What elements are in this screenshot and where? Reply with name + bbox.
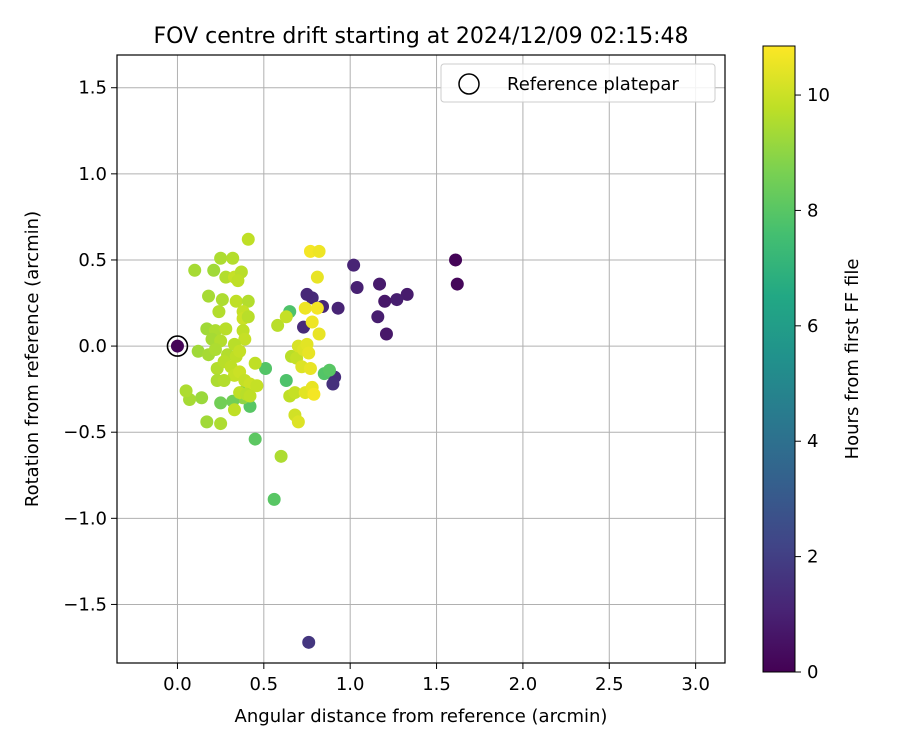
data-point: [214, 417, 228, 431]
y-tick-label: −1.5: [63, 594, 107, 615]
data-point: [302, 346, 316, 360]
data-point: [312, 327, 326, 341]
legend-reference-marker: [458, 73, 480, 95]
data-point: [390, 293, 404, 307]
plot-frame: [116, 54, 726, 664]
data-point: [238, 332, 252, 346]
data-point: [331, 301, 345, 315]
colorbar-tick-label: 0: [807, 662, 818, 683]
data-points: [170, 232, 464, 649]
data-point: [248, 432, 262, 446]
data-point: [202, 289, 216, 303]
data-point: [195, 391, 209, 405]
data-point: [227, 403, 241, 417]
data-point: [267, 492, 281, 506]
data-point: [243, 389, 257, 403]
data-point: [231, 274, 245, 288]
data-point: [371, 310, 385, 324]
x-tick-label: 1.5: [422, 674, 451, 695]
data-point: [312, 244, 326, 258]
legend-box: [440, 63, 716, 103]
y-tick-label: 1.0: [78, 164, 107, 185]
data-point: [208, 343, 222, 357]
data-point: [214, 396, 228, 410]
y-tick-label: −1.0: [63, 508, 107, 529]
chart-title: FOV centre drift starting at 2024/12/09 …: [154, 24, 689, 49]
data-point: [305, 315, 319, 329]
data-point: [250, 379, 264, 393]
colorbar: 0 2 4 6 8 10 Hours from first FF file: [762, 45, 863, 683]
data-point: [241, 232, 255, 246]
y-tick-label: 0.0: [78, 336, 107, 357]
data-point: [233, 344, 247, 358]
colorbar-gradient: [762, 45, 796, 673]
colorbar-tick-label: 4: [807, 431, 818, 452]
data-point: [188, 263, 202, 277]
y-axis-ticks: −1.5 −1.0 −0.5 0.0 0.5 1.0 1.5: [63, 78, 117, 615]
data-point: [241, 310, 255, 324]
data-point: [310, 270, 324, 284]
data-point: [291, 415, 305, 429]
data-point: [191, 344, 205, 358]
data-point: [400, 287, 414, 301]
data-point: [303, 361, 317, 375]
data-point: [298, 301, 312, 315]
y-tick-label: 0.5: [78, 250, 107, 271]
x-axis-label: Angular distance from reference (arcmin): [235, 706, 608, 727]
x-tick-label: 0.0: [163, 674, 192, 695]
reference-marker: [166, 335, 189, 357]
data-point: [226, 251, 240, 265]
colorbar-tick-label: 10: [807, 85, 830, 106]
x-tick-label: 3.0: [681, 674, 710, 695]
data-point: [450, 277, 464, 291]
data-point: [248, 356, 262, 370]
data-point: [378, 294, 392, 308]
data-point: [322, 363, 336, 377]
data-point: [170, 339, 184, 353]
data-point: [310, 301, 324, 315]
data-point: [350, 281, 364, 295]
y-axis-label: Rotation from reference (arcmin): [22, 211, 43, 507]
data-point: [347, 258, 361, 272]
x-axis-ticks: 0.0 0.5 1.0 1.5 2.0 2.5 3.0: [163, 663, 710, 695]
colorbar-tick-label: 2: [807, 547, 818, 568]
data-point: [379, 327, 393, 341]
data-point: [259, 361, 273, 375]
data-point: [207, 263, 221, 277]
data-point: [217, 374, 231, 388]
x-tick-label: 1.0: [336, 674, 365, 695]
y-tick-label: −0.5: [63, 422, 107, 443]
data-point: [279, 310, 293, 324]
colorbar-ticks: 0 2 4 6 8 10: [795, 85, 830, 683]
colorbar-tick-label: 8: [807, 200, 818, 221]
data-point: [179, 384, 193, 398]
data-point: [271, 318, 285, 332]
colorbar-tick-label: 6: [807, 316, 818, 337]
x-tick-label: 2.5: [595, 674, 624, 695]
data-point: [373, 277, 387, 291]
reference-platepar-marker: [166, 335, 189, 357]
data-point: [449, 253, 463, 267]
legend: Reference platepar: [440, 63, 716, 103]
data-point: [212, 305, 226, 319]
data-point: [219, 322, 233, 336]
x-tick-label: 2.0: [509, 674, 538, 695]
data-point: [307, 387, 321, 401]
data-point: [200, 415, 214, 429]
data-point: [214, 251, 228, 265]
x-tick-label: 0.5: [249, 674, 278, 695]
legend-label: Reference platepar: [507, 74, 679, 95]
data-point: [288, 386, 302, 400]
data-point: [326, 377, 340, 391]
data-point: [302, 635, 316, 649]
colorbar-label: Hours from first FF file: [842, 259, 863, 460]
data-point: [300, 287, 314, 301]
y-tick-label: 1.5: [78, 78, 107, 99]
data-point: [229, 294, 243, 308]
data-point: [279, 374, 293, 388]
data-point: [241, 294, 255, 308]
data-point: [215, 293, 229, 307]
data-point: [274, 449, 288, 463]
